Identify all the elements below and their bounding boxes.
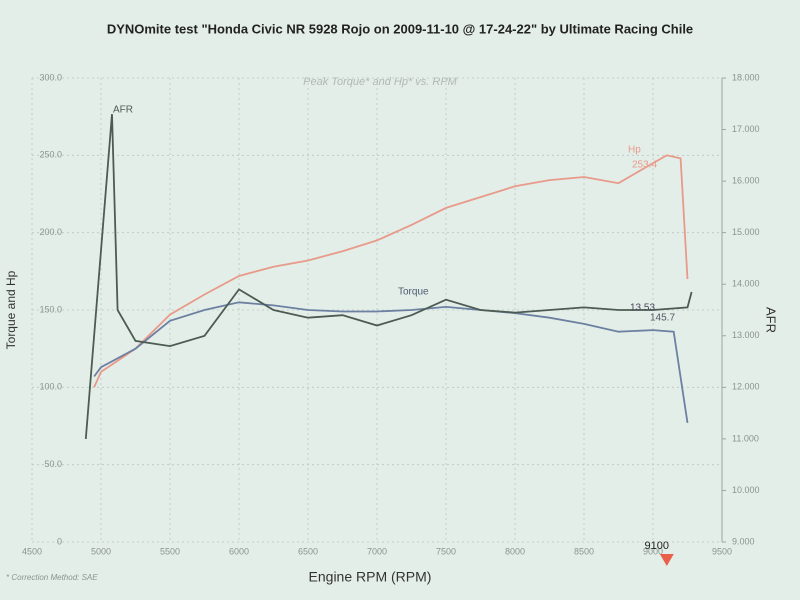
footnote: * Correction Method: SAE [6, 573, 98, 582]
annotation: Torque [398, 287, 429, 298]
series-line [93, 301, 689, 424]
annotation: 145.7 [650, 313, 675, 324]
y2-tick-label: 15.000 [732, 227, 760, 237]
y-tick-label: 200.0 [39, 227, 62, 237]
y-tick-label: 250.0 [39, 150, 62, 160]
x-tick-label: 8000 [505, 546, 525, 556]
x-axis-label: Engine RPM (RPM) [309, 569, 432, 585]
y2-tick-label: 13.000 [732, 330, 760, 340]
y2-axis-label: AFR [764, 307, 779, 333]
y2-tick-label: 12.000 [732, 382, 760, 392]
y2-tick-label: 11.000 [732, 433, 759, 443]
annotation: 253.4 [632, 160, 657, 171]
chart-subtitle: Peak Torque* and Hp* vs. RPM [303, 76, 458, 88]
y-tick-label: 150.0 [39, 304, 62, 314]
y-tick-label: 300.0 [39, 72, 62, 82]
x-tick-label: 8500 [574, 546, 594, 556]
annotation: 13.53 [630, 303, 655, 314]
x-tick-label: 5000 [91, 546, 111, 556]
series-label: Hp [628, 145, 641, 156]
y-tick-label: 100.0 [39, 382, 62, 392]
x-tick-label: 9000 [643, 546, 663, 556]
y2-tick-label: 10.000 [732, 485, 760, 495]
x-tick-label: 6500 [298, 546, 318, 556]
y-axis-label: Torque and Hp [4, 270, 18, 349]
y2-tick-label: 16.000 [732, 175, 760, 185]
rpm-marker-label: 9100 [645, 540, 669, 552]
series-line [93, 154, 689, 388]
y2-tick-label: 17.000 [732, 124, 760, 134]
x-tick-label: 4500 [22, 546, 42, 556]
rpm-marker [659, 554, 674, 566]
x-tick-label: 7000 [367, 546, 387, 556]
y2-tick-label: 9.000 [732, 536, 755, 546]
y-tick-label: 50.0 [44, 459, 62, 469]
series-line [84, 114, 693, 439]
y-tick-label: 0 [57, 536, 62, 546]
x-tick-label: 9500 [712, 546, 732, 556]
x-tick-label: 7500 [436, 546, 456, 556]
x-tick-label: 6000 [229, 546, 249, 556]
series-label: AFR [113, 105, 133, 116]
chart-title: DYNOmite test "Honda Civic NR 5928 Rojo … [107, 21, 693, 36]
x-tick-label: 5500 [160, 546, 180, 556]
y2-tick-label: 14.000 [732, 279, 760, 289]
y2-tick-label: 18.000 [732, 72, 760, 82]
